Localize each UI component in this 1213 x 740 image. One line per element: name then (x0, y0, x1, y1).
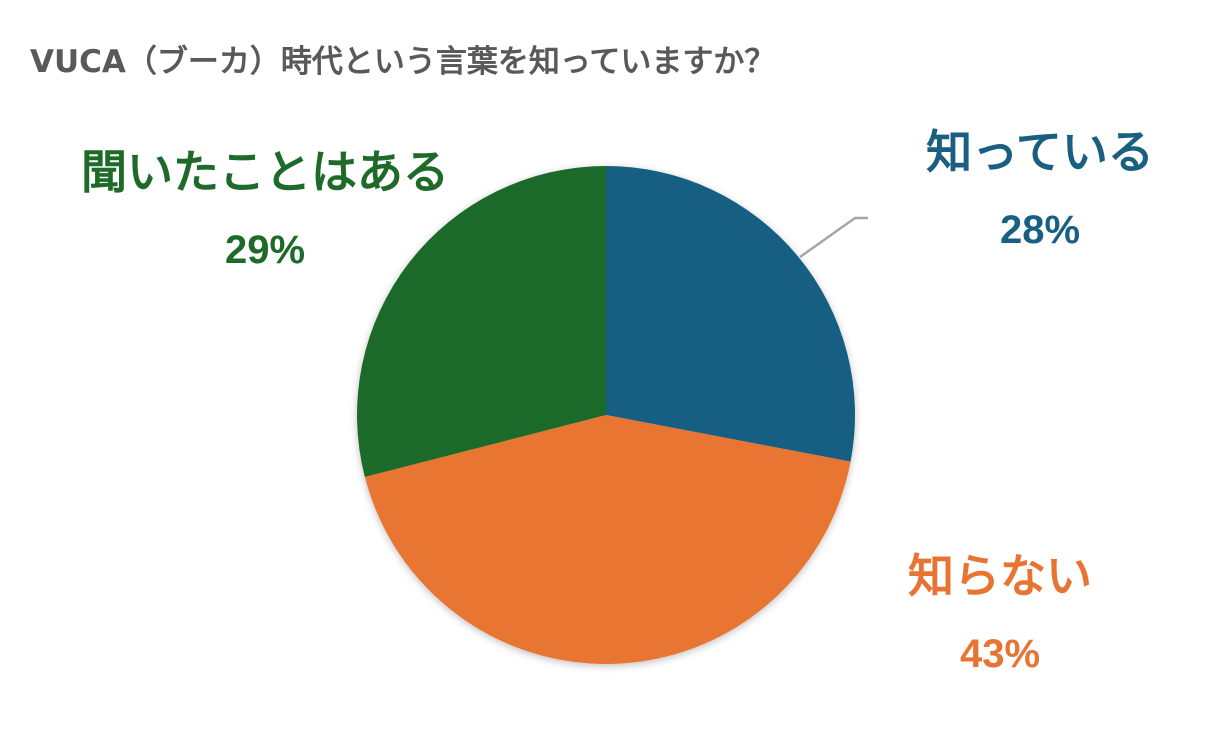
pie-slice-dont-know (364, 415, 851, 664)
pie-slice-know (606, 166, 855, 462)
data-label-dont-know: 知らない 43% (880, 548, 1120, 678)
pie-slice-heard (357, 166, 606, 477)
leader-line (799, 216, 868, 259)
label-heard-name: 聞いたことはある (81, 145, 449, 199)
label-know-pct: 28% (999, 208, 1081, 252)
label-dont-know-pct: 43% (959, 632, 1041, 676)
data-label-heard: 聞いたことはある 29% (40, 144, 490, 274)
data-label-know: 知っている 28% (900, 124, 1180, 254)
chart-title: VUCA（ブーカ）時代という言葉を知っていますか？ (30, 44, 776, 80)
label-dont-know-name: 知らない (908, 549, 1092, 603)
label-heard-pct: 29% (224, 228, 306, 272)
label-know-name: 知っている (926, 125, 1154, 179)
